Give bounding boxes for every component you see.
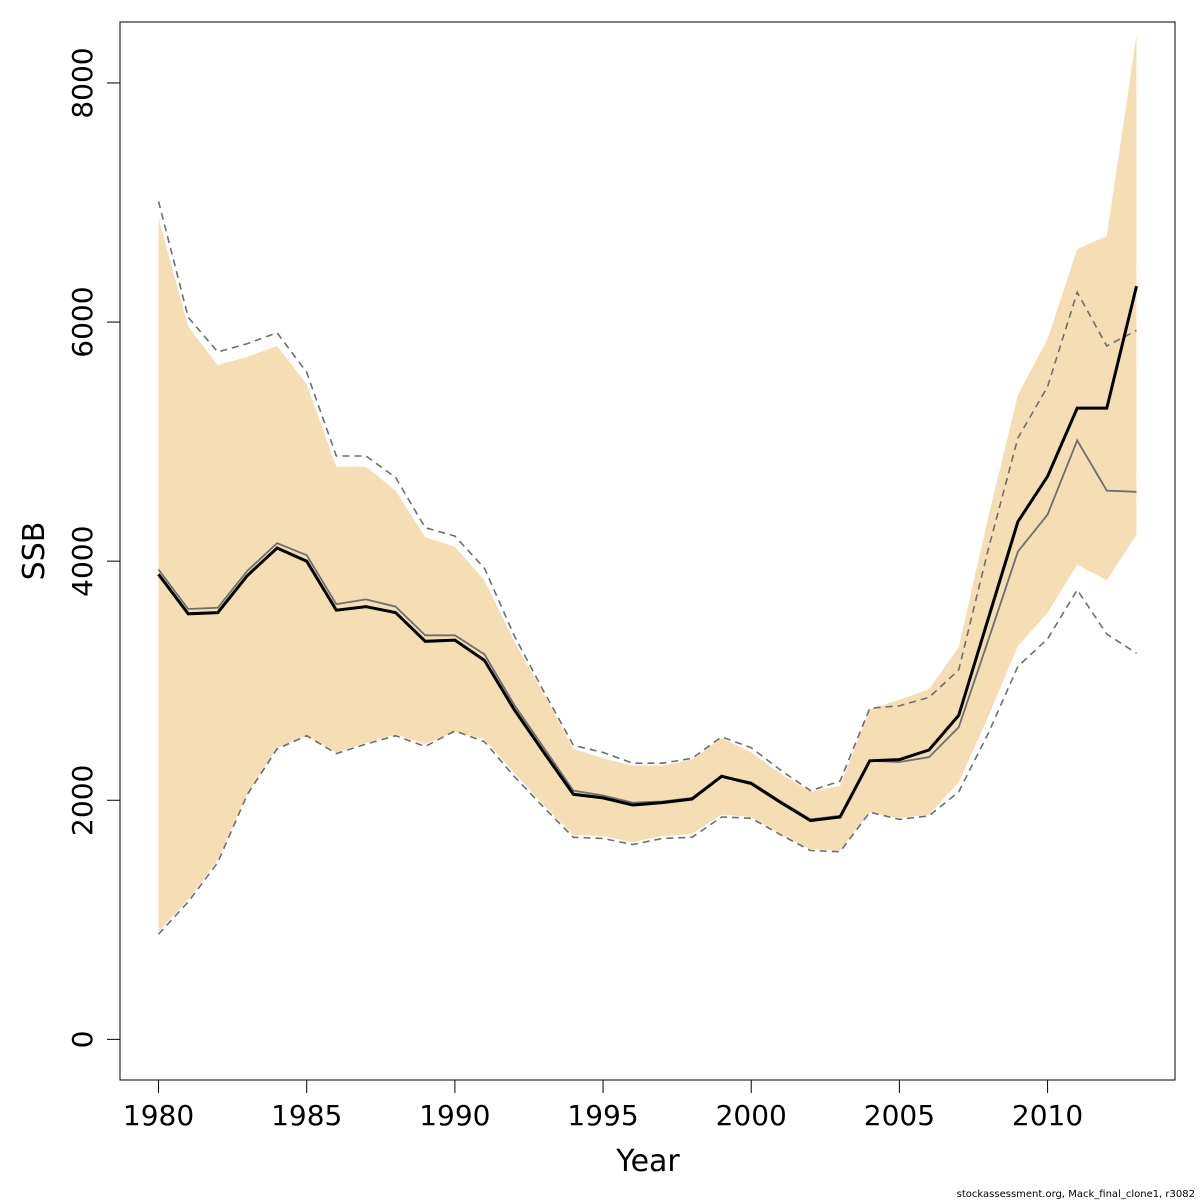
y-tick-label: 6000 <box>66 286 99 357</box>
x-tick-label: 1990 <box>419 1099 490 1132</box>
y-axis: 0 2000 4000 6000 8000 <box>66 47 121 1048</box>
comparison-lower-bound-line <box>157 588 1137 935</box>
plot-content <box>157 35 1138 935</box>
y-tick-label: 2000 <box>66 765 99 836</box>
x-tick-label: 2005 <box>864 1099 935 1132</box>
y-tick-label: 8000 <box>66 47 99 118</box>
x-tick-label: 1980 <box>123 1099 194 1132</box>
x-tick-label: 1995 <box>567 1099 638 1132</box>
y-tick-label: 4000 <box>66 526 99 597</box>
comparison-estimate-line <box>157 438 1137 821</box>
x-axis-title: Year <box>615 1144 680 1179</box>
y-axis-title: SSB <box>17 522 52 581</box>
x-tick-label: 2010 <box>1012 1099 1083 1132</box>
comparison-upper-bound-line <box>157 201 1137 792</box>
x-axis: 1980 1985 1990 1995 2000 2005 2010 <box>123 1079 1083 1132</box>
y-tick-label: 0 <box>66 1030 99 1048</box>
x-tick-label: 2000 <box>716 1099 787 1132</box>
confidence-band <box>158 35 1137 932</box>
x-tick-label: 1985 <box>271 1099 342 1132</box>
credit-footer: stockassessment.org, Mack_final_clone1, … <box>957 1189 1195 1200</box>
estimate-line <box>157 285 1138 823</box>
